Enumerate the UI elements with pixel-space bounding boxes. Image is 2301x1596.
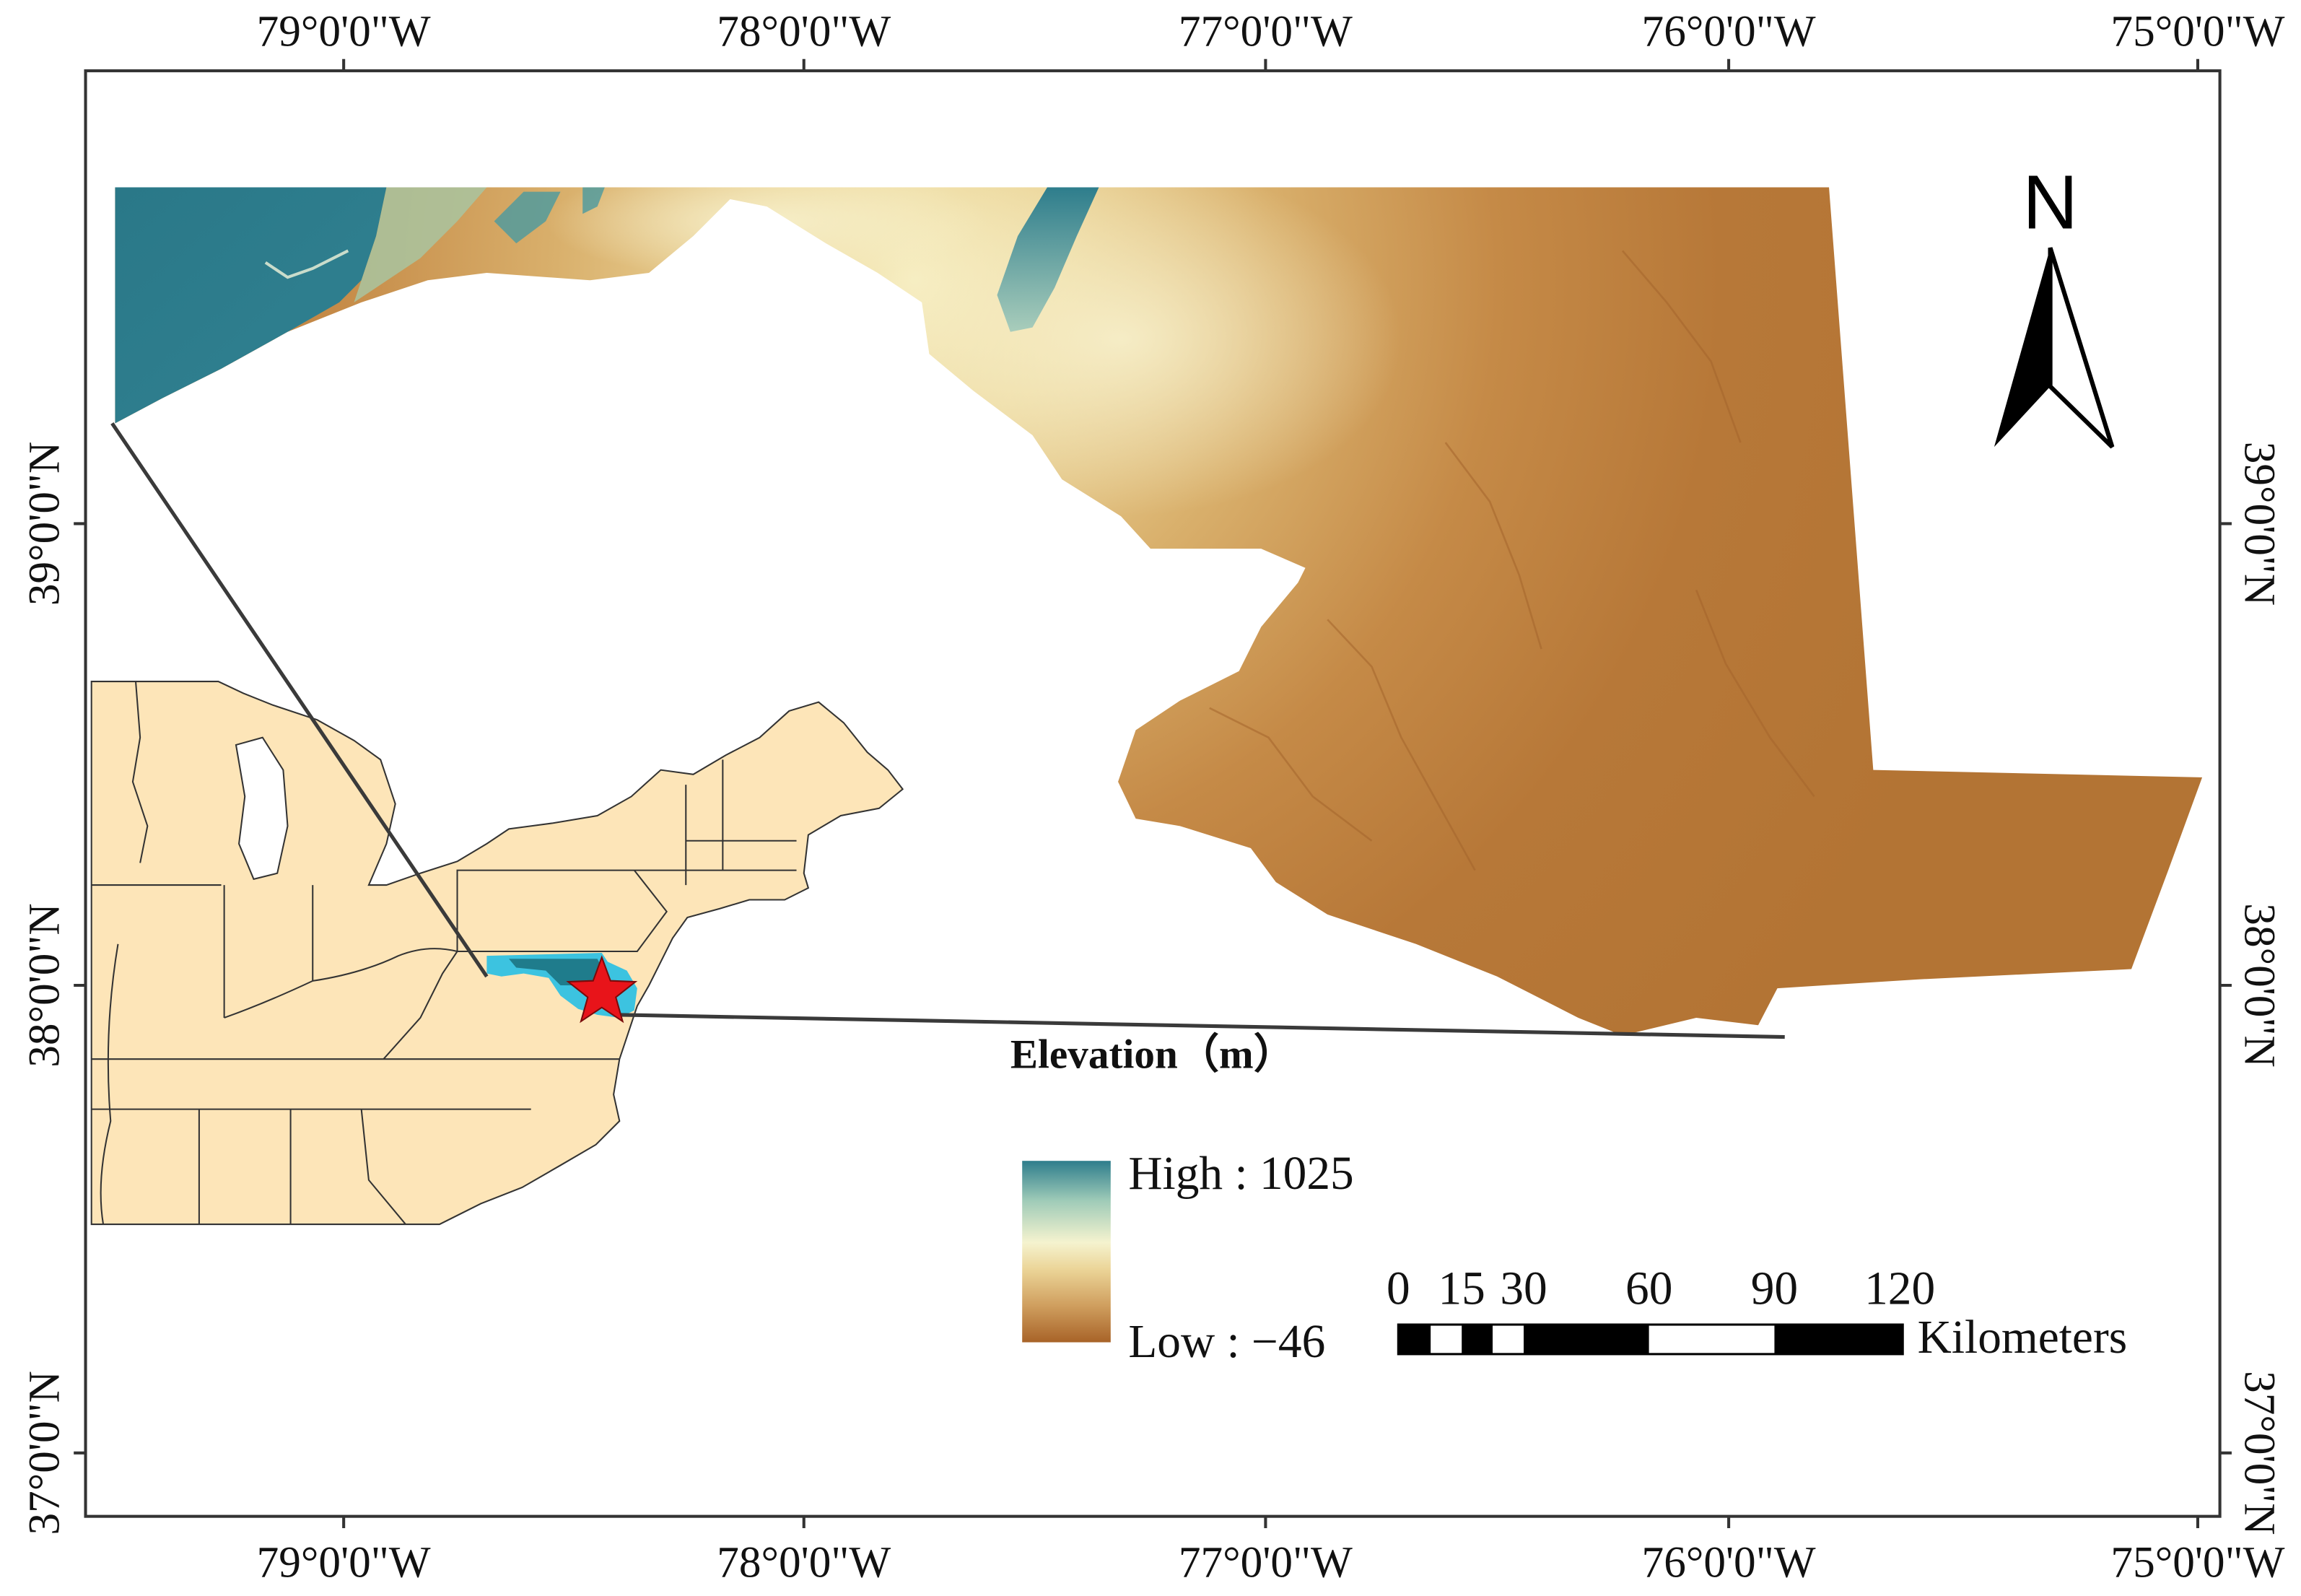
bottom-longitude-label: 76°0'0"W [1642,1538,1816,1587]
inset-lake [235,736,289,881]
north-arrow-right-half [2048,247,2115,449]
map-frame [84,69,2222,1518]
ridge-highlight [546,187,989,281]
connector-line [110,422,489,978]
drainage-channels [1209,250,1815,871]
inset-land [90,681,904,1226]
elevation-legend: Elevation（m） High : 1025 Low : −46 [1010,1032,1354,1368]
scale-bar-segment [1398,1325,1431,1354]
right-latitude-label: 37°0'0"N [2235,1371,2284,1535]
scale-bar-segment [1431,1325,1462,1354]
scale-bar-segment [1649,1325,1775,1354]
north-arrow-label: N [2022,160,2078,245]
legend-low-label: Low : −46 [1128,1316,1325,1368]
high-elevation-west [115,187,387,424]
north-arrow-left-half [1994,248,2051,448]
scale-bar-segment [1774,1325,1903,1354]
bottom-longitude-label: 79°0'0"W [257,1538,431,1587]
study-area-highlight-core [509,959,605,986]
high-ridge-patch [582,187,605,214]
valley-line [264,249,349,279]
bottom-longitude-label: 75°0'0"W [2110,1538,2284,1587]
top-longitude-label: 78°0'0"W [717,6,891,56]
scale-bar: 0 15 30 60 90 120 Kilometers [1387,1263,2127,1363]
bottom-longitude-label: 77°0'0"W [1179,1538,1353,1587]
red-star-icon [566,955,638,1024]
scale-bar-unit: Kilometers [1918,1312,2128,1364]
scale-bar-segment [1524,1325,1649,1354]
legend-title: Elevation（m） [1010,1032,1295,1077]
top-longitude-label: 79°0'0"W [257,6,431,56]
right-latitude-label: 39°0'0"N [2235,442,2284,606]
scale-bar-segment [1462,1325,1493,1354]
scale-bar-tick-label: 0 [1387,1263,1410,1314]
left-latitude-label: 38°0'0"N [20,903,69,1067]
dem-detail [115,187,1815,871]
left-latitude-label: 39°0'0"N [20,442,69,606]
transition-band [354,187,487,302]
scale-bar-tick-label: 90 [1751,1263,1798,1314]
legend-color-ramp [1022,1161,1111,1343]
scale-bar-tick-label: 120 [1864,1263,1935,1314]
elevation-raster [115,187,2203,1036]
north-arrow: N [1994,160,2115,449]
inset-map [90,681,904,1226]
top-longitude-label: 76°0'0"W [1642,6,1816,56]
scale-bar-outline [1397,1323,1904,1356]
legend-high-label: High : 1025 [1128,1148,1353,1200]
high-ridge-streak [997,187,1099,332]
graticule-ticks [74,58,2232,1529]
scale-bar-tick-label: 30 [1500,1263,1547,1314]
right-latitude-label: 38°0'0"N [2235,903,2284,1067]
scale-bar-tick-label: 60 [1625,1263,1672,1314]
connector-line [619,1013,1785,1039]
bottom-longitude-label: 78°0'0"W [717,1538,891,1587]
scale-bar-segment [1493,1325,1524,1354]
scale-bar-tick-label: 15 [1438,1263,1485,1314]
top-longitude-label: 77°0'0"W [1179,6,1353,56]
left-latitude-label: 37°0'0"N [20,1371,69,1535]
top-longitude-label: 75°0'0"W [2110,6,2284,56]
inset-state-borders [91,681,797,1225]
